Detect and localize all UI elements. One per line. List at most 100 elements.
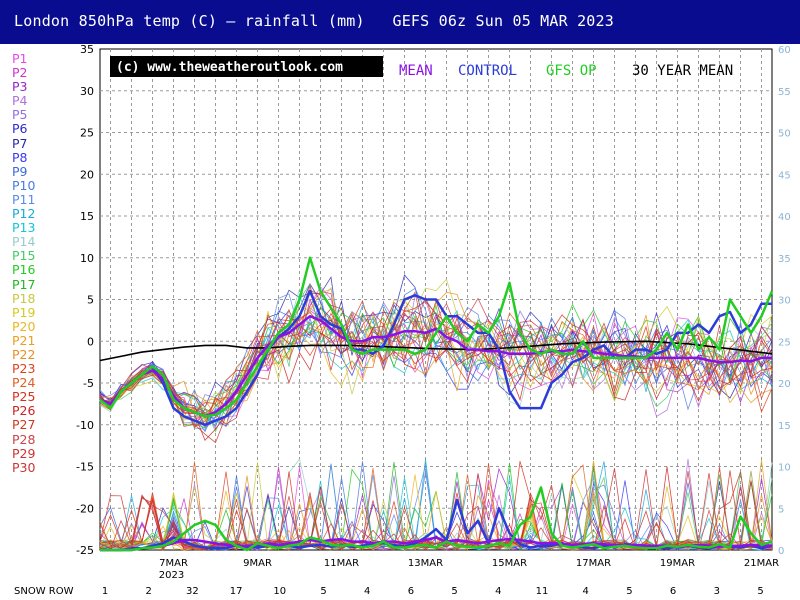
snow-row-value: 3 — [713, 586, 720, 597]
x-tick-label: 13MAR — [408, 558, 443, 569]
member-line-p28 — [99, 290, 773, 420]
y2-tick-label: 55 — [778, 87, 791, 98]
member-label-p25: P25 — [12, 389, 36, 405]
control-temp-line — [99, 289, 772, 427]
y2-tick-label: 0 — [778, 546, 784, 557]
member-label-p26: P26 — [12, 403, 36, 419]
member-label-p1: P1 — [12, 51, 28, 66]
member-label-p11: P11 — [12, 191, 36, 207]
y-tick-label: 10 — [80, 252, 94, 265]
y-tick-label: -5 — [83, 377, 94, 390]
y2-tick-label: 25 — [778, 337, 791, 348]
gfs-op-rain-line — [100, 486, 773, 552]
member-label-p4: P4 — [12, 93, 28, 109]
y2-tick-label: 35 — [778, 254, 791, 265]
x-tick-label: 9MAR — [243, 558, 272, 569]
snow-row-value: 5 — [757, 586, 764, 597]
y-tick-label: 30 — [80, 85, 94, 98]
snow-row-value: 10 — [273, 586, 287, 597]
snow-row-value: 6 — [669, 586, 677, 597]
x-tick-label: 19MAR — [660, 558, 695, 569]
climate-mean-line — [99, 340, 773, 362]
member-label-p28: P28 — [12, 431, 36, 447]
member-line-p8 — [99, 306, 773, 427]
snow-row-value: 4 — [495, 586, 502, 597]
snow-row: SNOW ROW 1 2 32 17 10 5 4 6 5 4 11 4 5 6 3 5 — [0, 586, 800, 600]
member-label-p27: P27 — [12, 417, 36, 433]
y-tick-label: 20 — [80, 168, 94, 181]
y2-tick-label: 40 — [778, 212, 791, 223]
x-tick-label: 21MAR — [744, 558, 779, 569]
y2-tick-label: 20 — [778, 379, 791, 390]
member-label-p22: P22 — [12, 346, 36, 362]
snow-row-value: 1 — [101, 586, 109, 597]
y2-tick-label: 45 — [778, 170, 791, 181]
snow-row-value: 2 — [145, 586, 152, 597]
snow-row-value: 4 — [582, 586, 589, 597]
member-label-p16: P16 — [12, 262, 36, 278]
y-tick-label: -10 — [76, 419, 94, 432]
snow-row-value: 4 — [364, 586, 371, 597]
member-label-p29: P29 — [12, 445, 36, 461]
snow-row-value: 5 — [451, 586, 458, 597]
chart-title: London 850hPa temp (C) — rainfall (mm) G… — [14, 12, 614, 30]
member-label-p14: P14 — [12, 234, 36, 250]
mean-rain-line — [100, 536, 772, 552]
member-label-p13: P13 — [12, 220, 36, 236]
y-tick-label: 15 — [80, 210, 94, 223]
member-label-p20: P20 — [12, 318, 36, 334]
member-label-p7: P7 — [12, 135, 28, 151]
member-label-p9: P9 — [12, 163, 28, 179]
snow-row-value: 5 — [320, 586, 327, 597]
x-tick-label: 17MAR — [576, 558, 611, 569]
member-label-p30: P30 — [12, 459, 36, 475]
snow-row-value: 5 — [626, 586, 633, 597]
y-tick-label: -15 — [76, 461, 94, 474]
member-label-p5: P5 — [12, 107, 28, 123]
y-tick-label: 5 — [87, 294, 94, 307]
y2-tick-label: 30 — [778, 296, 791, 307]
legend-30-year-mean: 30 YEAR MEAN — [632, 63, 733, 79]
snow-row-value: 11 — [535, 586, 549, 597]
x-tick-label: 15MAR — [492, 558, 527, 569]
y2-tick-label: 60 — [778, 45, 791, 56]
member-label-p18: P18 — [12, 290, 36, 306]
y-tick-label: 0 — [87, 335, 94, 348]
member-label-p2: P2 — [12, 65, 28, 81]
x-tick-label: 11MAR — [324, 558, 359, 569]
copyright-box — [110, 56, 383, 77]
y2-tick-label: 50 — [778, 129, 791, 140]
member-label-p3: P3 — [12, 79, 28, 95]
legend-control: CONTROL — [458, 63, 517, 79]
member-label-p15: P15 — [12, 248, 36, 264]
x-tick-label: 7MAR — [159, 558, 188, 569]
y-tick-label: -25 — [76, 544, 94, 557]
y-tick-label: -20 — [76, 502, 94, 515]
legend-mean: MEAN — [399, 63, 433, 79]
snow-row-label: SNOW ROW — [14, 586, 74, 597]
member-line-p18 — [99, 278, 773, 409]
y-tick-label: 25 — [80, 127, 94, 140]
legend-gfs-op: GFS OP — [546, 63, 597, 79]
gfs-op-temp-line — [99, 256, 774, 418]
mean-temp-line — [99, 314, 772, 418]
snow-row-value: 17 — [229, 586, 243, 597]
member-label-p23: P23 — [12, 361, 36, 377]
member-label-p24: P24 — [12, 375, 36, 391]
copyright-text: (c) www.theweatheroutlook.com — [116, 60, 343, 75]
member-label-p10: P10 — [12, 177, 36, 193]
y-tick-label: 35 — [80, 43, 94, 56]
member-label-p17: P17 — [12, 276, 36, 292]
chart-header: London 850hPa temp (C) — rainfall (mm) G… — [0, 0, 800, 44]
ensemble-members-legend: P1 P2 P3 P4 P5 P6 P7 P8 P9 P10 P11 P12 P13 P14 P15 P16 P… — [12, 51, 60, 475]
member-label-p21: P21 — [12, 332, 36, 348]
member-label-p8: P8 — [12, 149, 28, 165]
x-tick-year: 2023 — [159, 570, 184, 581]
snow-row-value: 32 — [186, 586, 199, 597]
member-label-p6: P6 — [12, 121, 28, 137]
y2-tick-label: 15 — [778, 421, 791, 432]
member-label-p12: P12 — [12, 206, 36, 222]
y2-tick-label: 5 — [778, 504, 784, 515]
member-label-p19: P19 — [12, 304, 36, 320]
